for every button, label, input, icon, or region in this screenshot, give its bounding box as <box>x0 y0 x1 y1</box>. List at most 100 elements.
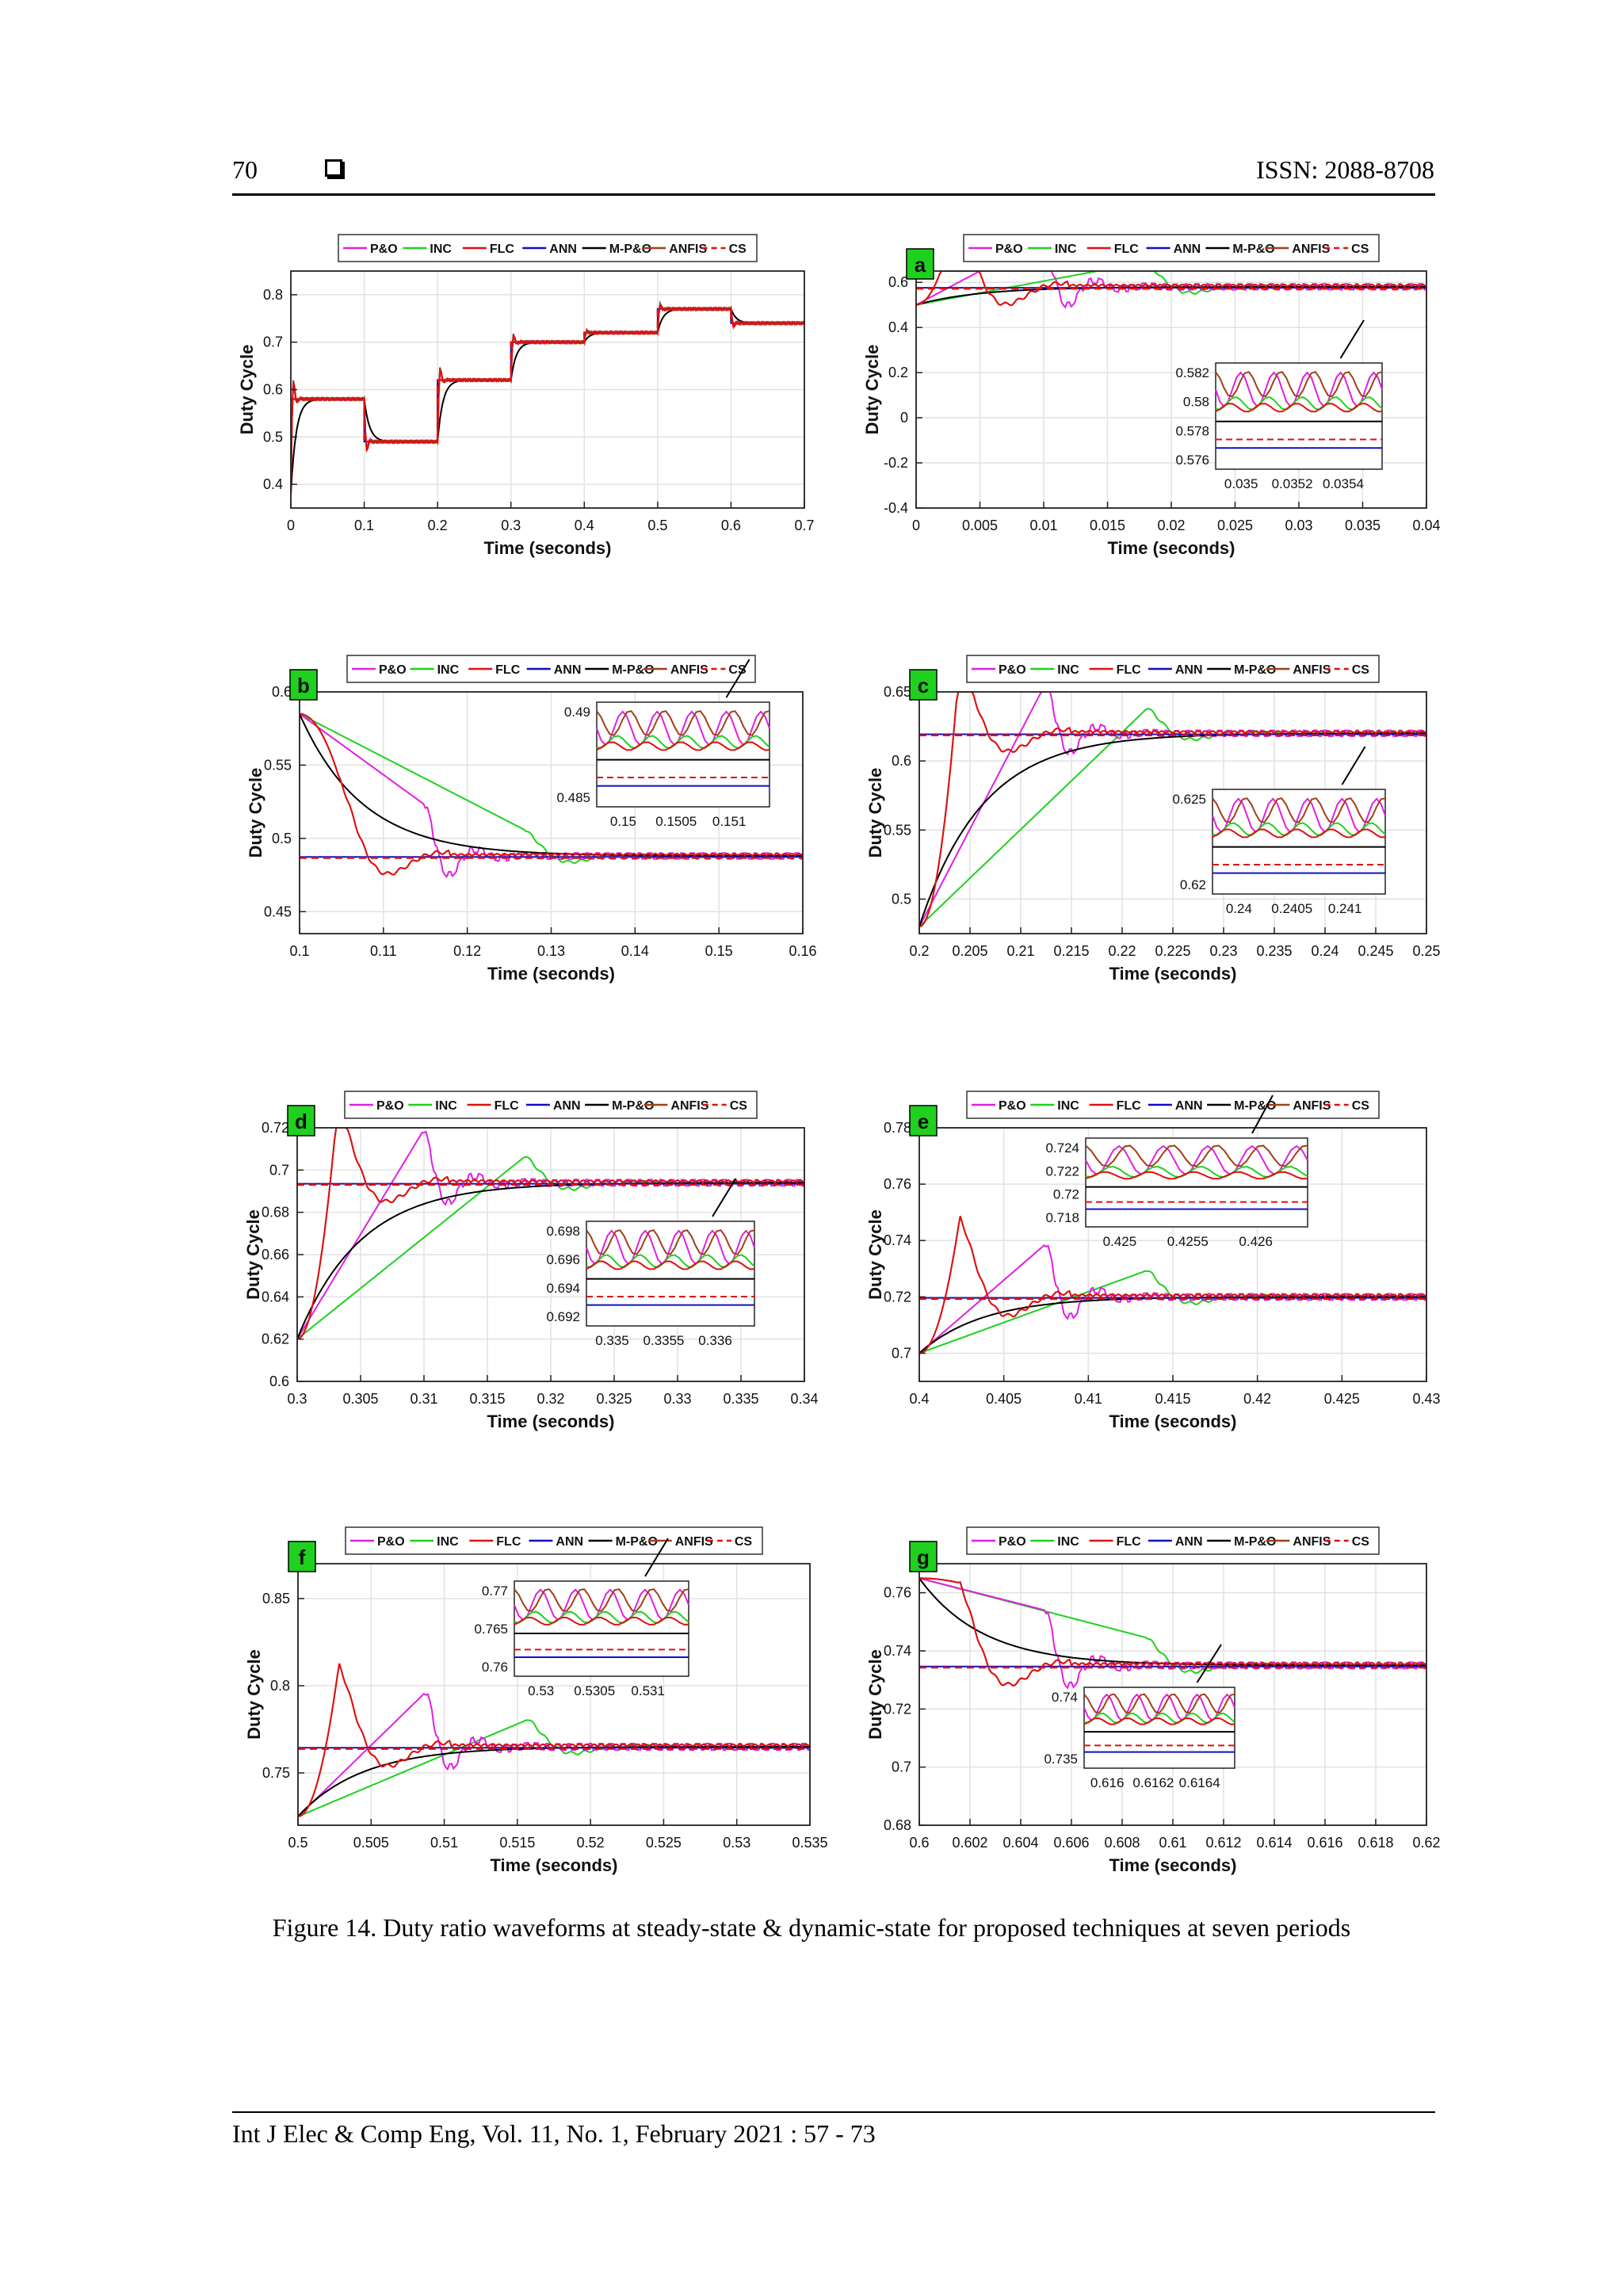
legend-label: CS <box>730 1099 748 1113</box>
y-tick-label: 0.76 <box>884 1585 911 1601</box>
zoom-arrow <box>725 659 750 698</box>
header-rule <box>232 193 1435 196</box>
inset-trace <box>514 1616 689 1626</box>
inset-x-tick-label: 0.1505 <box>655 814 697 829</box>
x-tick-label: 0.61 <box>1159 1835 1186 1851</box>
x-tick-label: 0.515 <box>499 1835 535 1851</box>
inset-x-tick-label: 0.6162 <box>1132 1775 1174 1790</box>
y-tick-label: 0.5 <box>892 891 911 907</box>
inset-y-tick-label: 0.58 <box>1183 395 1209 410</box>
legend-label: P&O <box>995 243 1023 256</box>
legend-label: ANFIS <box>670 1099 708 1113</box>
inset-x-tick-label: 0.53 <box>528 1683 554 1698</box>
y-tick-label: 0.6 <box>263 382 283 398</box>
x-tick-label: 0.02 <box>1157 518 1185 533</box>
legend-label: M-P&O <box>609 243 651 256</box>
inset-y-tick-label: 0.722 <box>1045 1163 1079 1179</box>
inset-trace <box>1085 1144 1308 1167</box>
zoom-inset: 0.335 0.3355 0.336 0.698 0.696 0.694 0.692 <box>546 1178 755 1348</box>
inset-x-tick-label: 0.3355 <box>643 1333 685 1348</box>
x-tick-label: 0.614 <box>1256 1835 1292 1851</box>
legend-label: P&O <box>370 243 398 256</box>
inset-x-tick-label: 0.0352 <box>1272 476 1313 491</box>
legend: P&O INC FLC ANN M-P&O ANFIS CS <box>345 1526 763 1555</box>
y-tick-label: 0.74 <box>884 1643 911 1659</box>
legend-label: M-P&O <box>612 1099 654 1113</box>
series-line-mpo <box>300 713 803 857</box>
journal-footer: Int J Elec & Comp Eng, Vol. 11, No. 1, F… <box>232 2119 876 2148</box>
panel-badge <box>909 669 938 701</box>
series-group <box>297 1128 804 1340</box>
panel-badge <box>289 669 318 701</box>
legend-label: ANN <box>1175 1099 1203 1113</box>
legend: P&O INC FLC ANN M-P&O ANFIS CS <box>344 1091 758 1119</box>
x-tick-label: 0.04 <box>1412 518 1440 533</box>
legend-label: ANFIS <box>1293 1535 1331 1549</box>
legend-label: P&O <box>999 1099 1026 1113</box>
series-group <box>291 300 804 495</box>
y-tick-label: 0.85 <box>262 1591 290 1606</box>
x-tick-label: 0.51 <box>430 1835 458 1851</box>
x-tick-label: 0.62 <box>1412 1835 1440 1851</box>
x-tick-label: 0.34 <box>790 1391 818 1407</box>
legend-label: M-P&O <box>1234 1535 1276 1549</box>
legend: P&O INC FLC ANN M-P&O ANFIS CS <box>346 655 756 683</box>
header-box-icon <box>325 159 342 177</box>
inset-trace <box>1212 828 1386 839</box>
figure-caption: Figure 14. Duty ratio waveforms at stead… <box>272 1913 1351 1942</box>
x-tick-label: 0.52 <box>577 1835 605 1851</box>
zoom-arrow <box>1196 1644 1222 1683</box>
inset-x-tick-label: 0.151 <box>712 814 747 829</box>
x-tick-label: 0.4 <box>575 518 594 533</box>
inset-x-tick-label: 0.335 <box>595 1333 629 1348</box>
legend-label: ANFIS <box>669 243 707 256</box>
panel-letter: b <box>297 674 310 697</box>
chart-panel-a: 0 0.005 0.01 0.015 0.02 0.025 0.03 0.035 0.04 -0.… <box>862 234 1441 558</box>
x-tick-label: 0.235 <box>1256 943 1292 959</box>
legend-label: M-P&O <box>1232 243 1274 256</box>
panel-badge <box>909 1541 938 1572</box>
legend-label: CS <box>1352 663 1370 677</box>
y-tick-label: 0.6 <box>888 274 908 290</box>
inset-x-tick-label: 0.6164 <box>1179 1775 1220 1790</box>
x-tick-label: 0.505 <box>353 1835 389 1851</box>
y-tick-label: 0.72 <box>262 1120 289 1136</box>
zoom-arrow <box>1251 1095 1274 1134</box>
zoom-inset: 0.425 0.4255 0.426 0.724 0.722 0.72 0.718 <box>1045 1095 1308 1249</box>
series-line-cs <box>291 308 804 443</box>
x-tick-label: 0.12 <box>453 943 481 959</box>
panel-badge <box>288 1541 316 1572</box>
inset-x-tick-label: 0.426 <box>1239 1234 1273 1249</box>
legend-label: INC <box>437 1535 459 1549</box>
inset-y-tick-label: 0.724 <box>1045 1140 1079 1156</box>
legend-label: ANFIS <box>1293 1099 1331 1113</box>
inset-trace <box>514 1588 689 1612</box>
legend-label: P&O <box>999 663 1026 677</box>
x-tick-label: 0.2 <box>428 518 448 533</box>
series-line-mpo <box>919 1577 1426 1667</box>
x-tick-label: 0.315 <box>469 1391 505 1407</box>
x-tick-label: 0.03 <box>1285 518 1312 533</box>
x-tick-label: 0.4 <box>909 1391 929 1407</box>
legend-label: M-P&O <box>1234 663 1276 677</box>
y-tick-label: 0.5 <box>272 831 292 846</box>
series-group <box>919 1216 1426 1354</box>
legend-label: FLC <box>495 663 521 677</box>
chart-panel-c: 0.2 0.205 0.21 0.215 0.22 0.225 0.23 0.235 0.24 0… <box>865 655 1441 984</box>
y-tick-label: 0.7 <box>892 1759 911 1775</box>
x-axis-label: Time (seconds) <box>487 964 615 984</box>
legend-label: ANN <box>549 243 577 256</box>
panel-badge <box>906 248 934 280</box>
panel-letter: g <box>917 1545 930 1569</box>
inset-y-tick-label: 0.582 <box>1175 365 1209 380</box>
x-tick-label: 0 <box>912 518 920 533</box>
zoom-inset: 0.53 0.5305 0.531 0.77 0.765 0.76 <box>474 1538 689 1698</box>
x-tick-label: 0.1 <box>289 943 309 959</box>
plot-frame <box>297 1563 811 1826</box>
legend-label: M-P&O <box>616 1535 658 1549</box>
inset-x-tick-label: 0.241 <box>1328 901 1362 916</box>
x-tick-label: 0.425 <box>1324 1391 1360 1407</box>
inset-frame <box>514 1580 689 1677</box>
y-tick-label: 0.7 <box>263 334 283 350</box>
x-tick-label: 0.31 <box>410 1391 437 1407</box>
